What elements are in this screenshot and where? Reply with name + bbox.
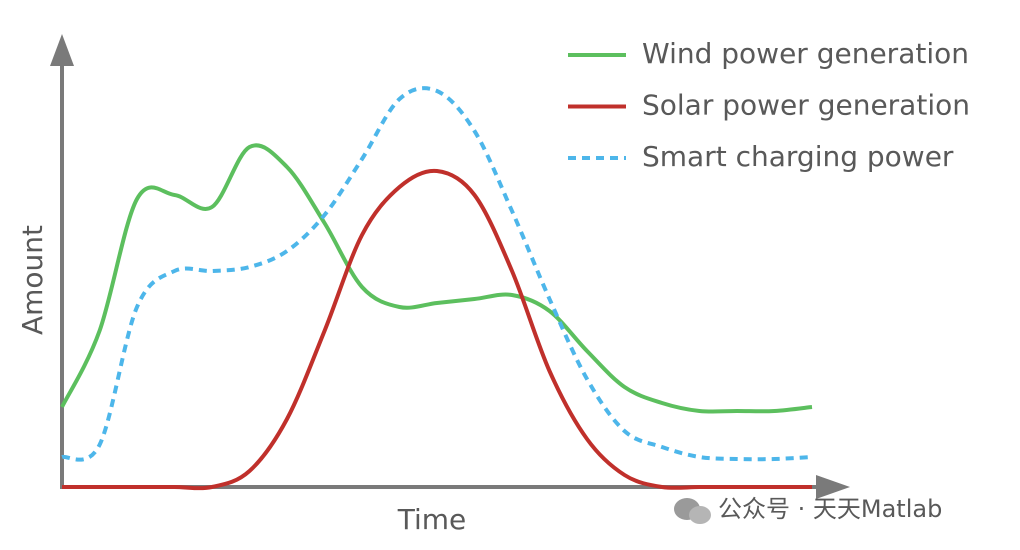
legend-label: Solar power generation xyxy=(642,89,970,122)
watermark-icon xyxy=(689,506,711,524)
series-line xyxy=(60,143,813,414)
series-line xyxy=(61,86,813,462)
y-axis-label: Amount xyxy=(16,225,49,335)
series-line xyxy=(61,168,813,491)
watermark: 公众号 · 天天Matlab xyxy=(674,495,942,524)
legend-label: Wind power generation xyxy=(642,37,969,70)
y-axis-arrow xyxy=(50,34,74,66)
watermark-text: 公众号 · 天天Matlab xyxy=(718,495,942,523)
x-axis-arrow xyxy=(816,475,850,499)
legend-label: Smart charging power xyxy=(642,140,954,173)
x-axis-label: Time xyxy=(397,503,467,536)
